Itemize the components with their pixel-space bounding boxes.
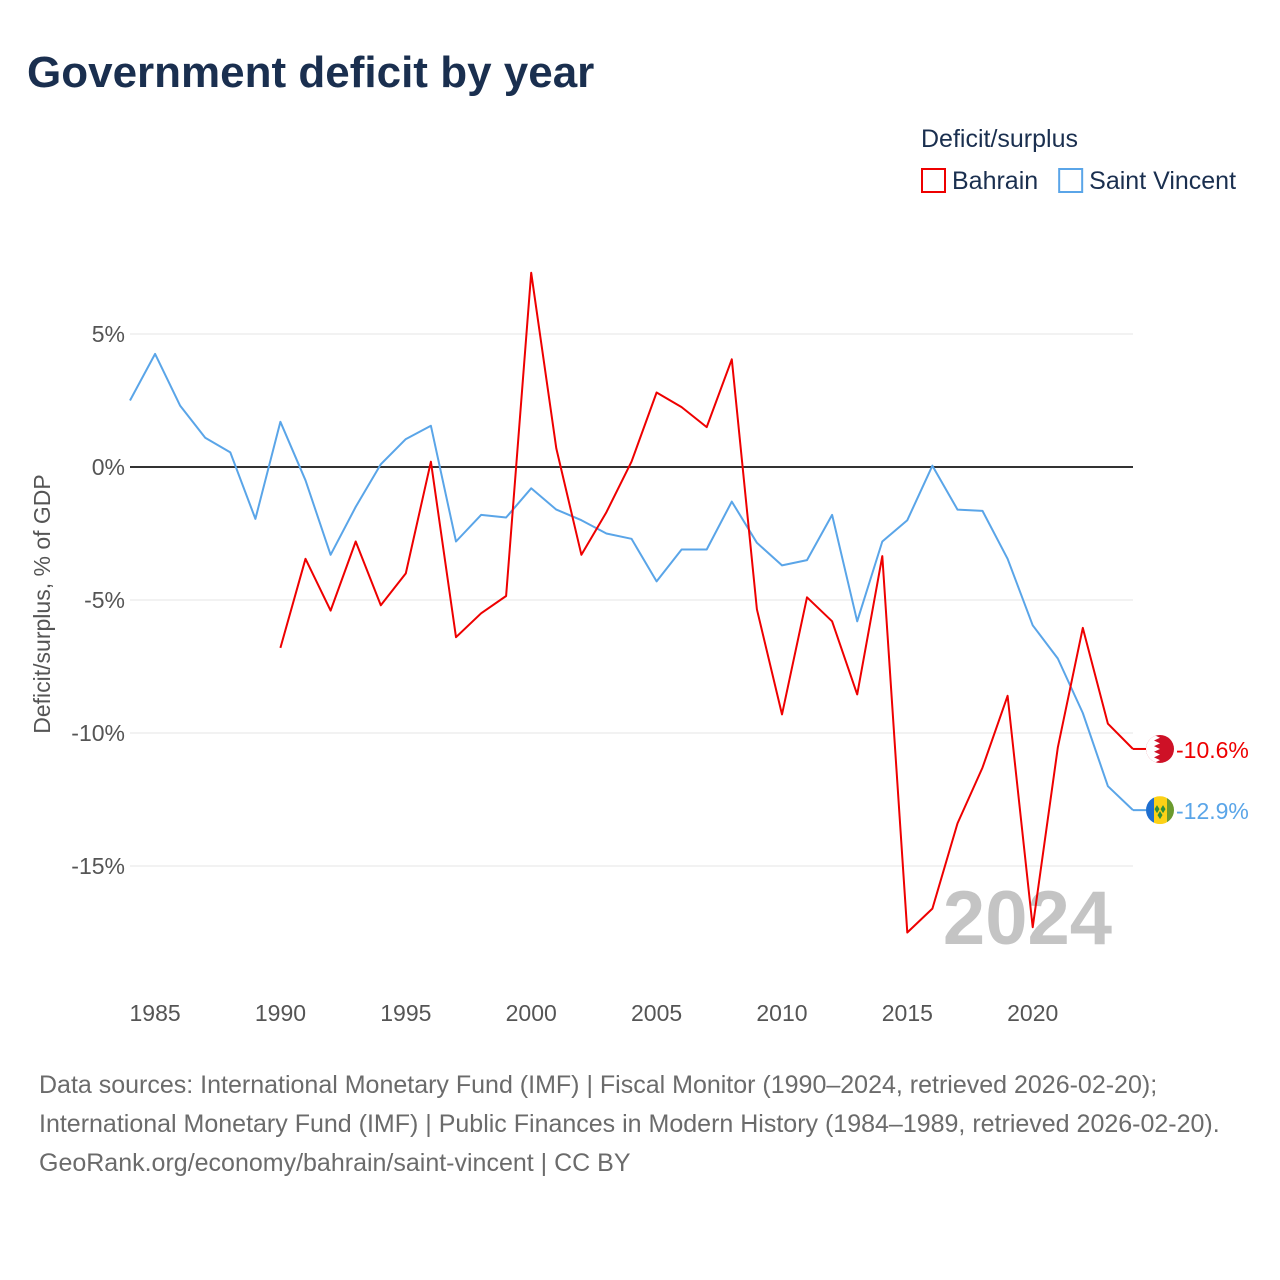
x-tick-label: 2015	[882, 1000, 933, 1026]
legend-title: Deficit/surplus	[921, 125, 1078, 153]
footer: Data sources: International Monetary Fun…	[39, 1066, 1239, 1183]
bahrain-flag-icon	[1146, 734, 1174, 763]
x-tick-label: 2005	[631, 1000, 682, 1026]
legend-swatch	[921, 168, 946, 193]
saint-vincent-flag-icon	[1146, 796, 1174, 825]
legend-swatch	[1058, 168, 1084, 193]
y-tick-label: 5%	[92, 321, 125, 347]
series-line-bahrain	[279, 271, 1134, 934]
y-tick-label: -10%	[71, 720, 125, 746]
end-value-label: -10.6%	[1176, 737, 1249, 763]
x-tick-label: 1995	[380, 1000, 431, 1026]
y-tick-label: -15%	[71, 853, 125, 879]
series-line-saint-vincent	[129, 352, 1134, 811]
x-tick-label: 2010	[756, 1000, 807, 1026]
legend-item-bahrain[interactable]: Bahrain	[952, 167, 1038, 195]
data-sources: Data sources: International Monetary Fun…	[39, 1071, 1220, 1138]
y-tick-label: -5%	[84, 587, 125, 613]
year-label: 2024	[943, 876, 1112, 961]
end-value-label: -12.9%	[1176, 798, 1249, 824]
page-title: Government deficit by year	[27, 48, 595, 97]
x-tick-label: 2000	[506, 1000, 557, 1026]
legend-item-saint-vincent[interactable]: Saint Vincent	[1089, 167, 1236, 195]
credit-link[interactable]: GeoRank.org/economy/bahrain/saint-vincen…	[39, 1149, 631, 1177]
x-tick-label: 1985	[129, 1000, 180, 1026]
y-axis-label: Deficit/surplus, % of GDP	[29, 474, 55, 733]
x-tick-label: 2020	[1007, 1000, 1058, 1026]
y-tick-label: 0%	[92, 454, 125, 480]
x-tick-label: 1990	[255, 1000, 306, 1026]
